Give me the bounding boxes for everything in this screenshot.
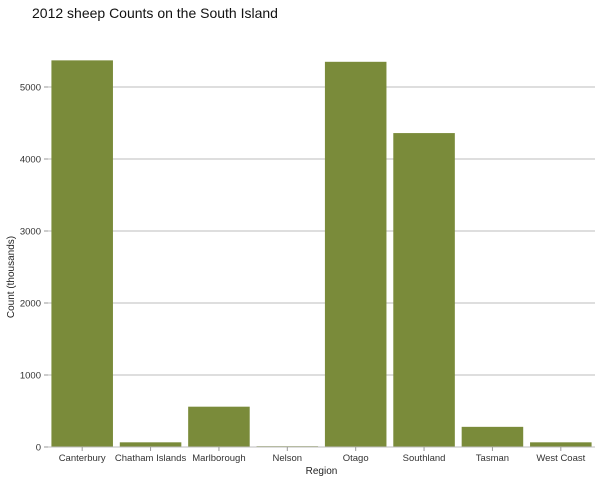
- x-tick-label: Otago: [343, 453, 369, 464]
- chart-title: 2012 sheep Counts on the South Island: [32, 5, 278, 21]
- x-tick-label: Tasman: [476, 453, 509, 464]
- bar-southland: [393, 133, 455, 447]
- x-tick-label: West Coast: [536, 453, 585, 464]
- y-tick-label: 2000: [20, 299, 41, 310]
- bar-chatham-islands: [119, 442, 182, 447]
- y-tick-label: 0: [36, 443, 41, 454]
- y-tick-label: 4000: [20, 155, 41, 166]
- bars: [51, 60, 592, 448]
- y-tick-label: 1000: [20, 371, 41, 382]
- x-tick-label: Marlborough: [192, 453, 245, 464]
- y-tick-labels: 0 1000 2000 3000 4000 5000: [20, 83, 48, 454]
- y-axis-title: Count (thousands): [6, 236, 17, 318]
- x-tick-label: Chatham Islands: [115, 453, 187, 464]
- bar-marlborough: [188, 406, 250, 447]
- y-tick-label: 3000: [20, 227, 41, 238]
- x-axis-title: Region: [306, 466, 338, 477]
- x-tick-labels: Canterbury Chatham Islands Marlborough Nels…: [59, 447, 586, 464]
- bar-canterbury: [51, 60, 113, 448]
- bar-tasman: [461, 426, 524, 447]
- bar-otago: [324, 61, 387, 448]
- y-tick-label: 5000: [20, 83, 41, 94]
- gridlines: [48, 86, 595, 448]
- x-tick-label: Canterbury: [59, 453, 106, 464]
- bar-west-coast: [530, 442, 592, 447]
- x-tick-label: Southland: [403, 453, 446, 464]
- x-tick-label: Nelson: [273, 453, 303, 464]
